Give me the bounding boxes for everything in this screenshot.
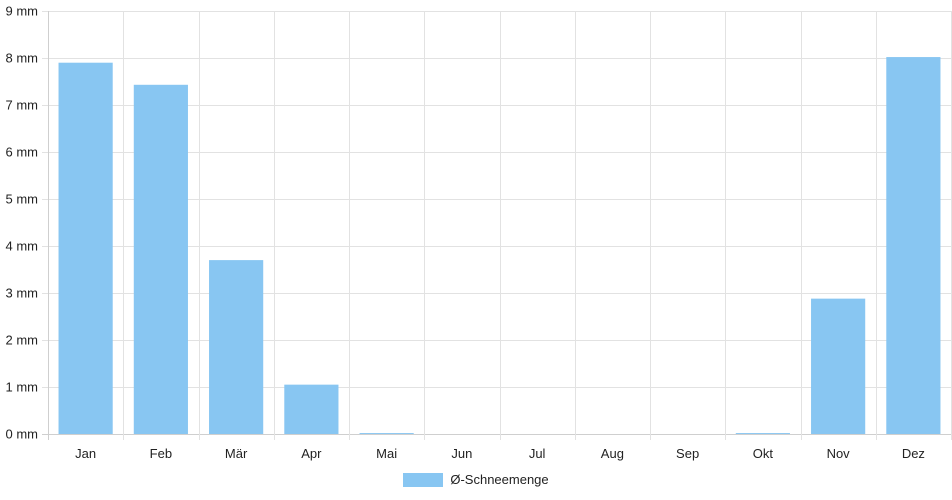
bar-okt[interactable] (735, 433, 790, 434)
x-tick-label: Jun (451, 446, 472, 461)
y-tick-label: 6 mm (6, 145, 39, 160)
y-tick-label: 2 mm (6, 333, 39, 348)
x-tick-label: Jan (75, 446, 96, 461)
y-tick-label: 5 mm (6, 192, 39, 207)
x-tick-label: Jul (529, 446, 546, 461)
x-tick-label: Nov (827, 446, 851, 461)
x-tick-label: Mai (376, 446, 397, 461)
x-tick-label: Okt (753, 446, 774, 461)
bar-feb[interactable] (133, 84, 188, 434)
y-tick-label: 3 mm (6, 286, 39, 301)
legend[interactable]: Ø-Schneemenge (0, 472, 952, 487)
x-tick-label: Sep (676, 446, 699, 461)
bar-jan[interactable] (58, 62, 113, 434)
y-tick-label: 9 mm (6, 4, 39, 19)
bar-apr[interactable] (284, 384, 339, 434)
x-tick-label: Dez (902, 446, 925, 461)
y-tick-label: 8 mm (6, 51, 39, 66)
bar-mai[interactable] (359, 433, 414, 434)
y-tick-label: 7 mm (6, 98, 39, 113)
x-tick-label: Aug (601, 446, 624, 461)
bar-mär[interactable] (209, 260, 264, 434)
x-tick-label: Feb (150, 446, 172, 461)
y-tick-label: 0 mm (6, 427, 39, 442)
legend-label: Ø-Schneemenge (450, 472, 549, 487)
x-tick-label: Mär (225, 446, 248, 461)
y-tick-label: 4 mm (6, 239, 39, 254)
x-tick-label: Apr (301, 446, 322, 461)
bars (58, 57, 941, 435)
y-tick-label: 1 mm (6, 380, 39, 395)
legend-swatch (403, 472, 444, 487)
x-axis-ticks: Jan Feb Mär Apr Mai Jun Jul Aug Sep Okt Nov Dez (75, 446, 925, 461)
bar-dez[interactable] (886, 57, 941, 435)
y-axis-ticks: 0 mm 1 mm 2 mm 3 mm 4 mm 5 mm 6 mm 7 mm 8 mm 9 mm (6, 4, 39, 442)
bar-nov[interactable] (811, 298, 866, 434)
